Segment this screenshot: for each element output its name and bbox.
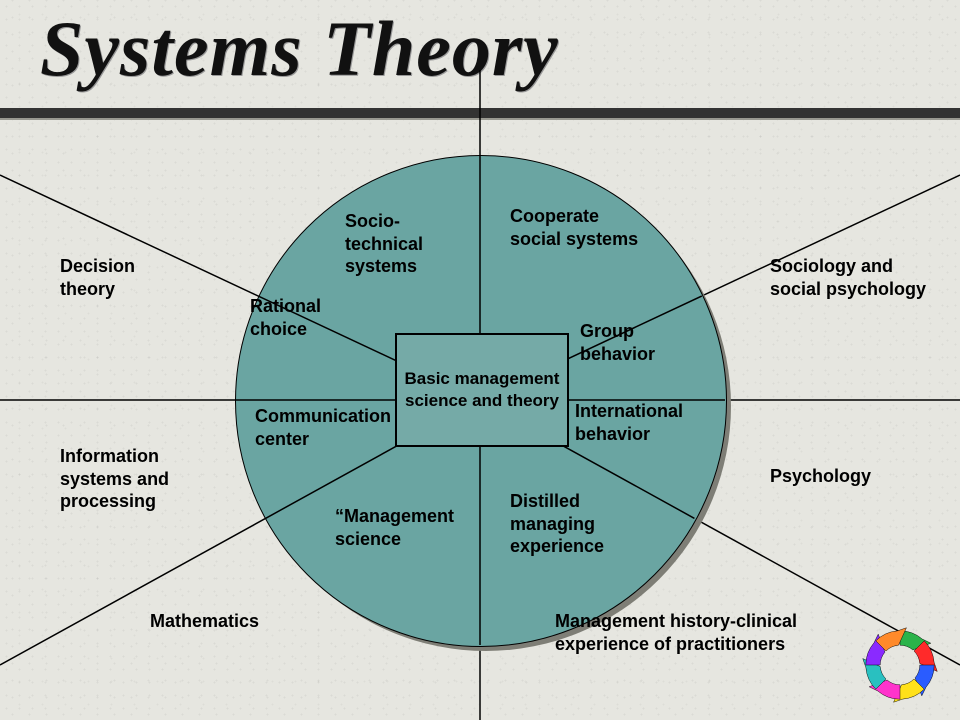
center-box-text: Basic management science and theory (397, 368, 567, 412)
label-psychology: Psychology (770, 465, 920, 488)
label-group_beh: Group behavior (580, 320, 700, 365)
label-comm_center: Communication center (255, 405, 415, 450)
label-info_sys: Information systems and processing (60, 445, 210, 513)
label-distilled: Distilled managing experience (510, 490, 650, 558)
label-mgmt_sci: “Management science (335, 505, 495, 550)
label-socio_tech: Socio-technical systems (345, 210, 475, 278)
label-intl_beh: International behavior (575, 400, 725, 445)
cycle-arrows-icon (855, 620, 945, 710)
center-box: Basic management science and theory (395, 333, 569, 447)
label-sociology: Sociology and social psychology (770, 255, 940, 300)
label-mathematics: Mathematics (150, 610, 310, 633)
label-mgmt_hist: Management history-clinical experience o… (555, 610, 815, 655)
label-rational: Rational choice (250, 295, 360, 340)
slide-stage: Systems Theory Basic management science … (0, 0, 960, 720)
label-decision: Decision theory (60, 255, 180, 300)
label-coop_social: Cooperate social systems (510, 205, 640, 250)
